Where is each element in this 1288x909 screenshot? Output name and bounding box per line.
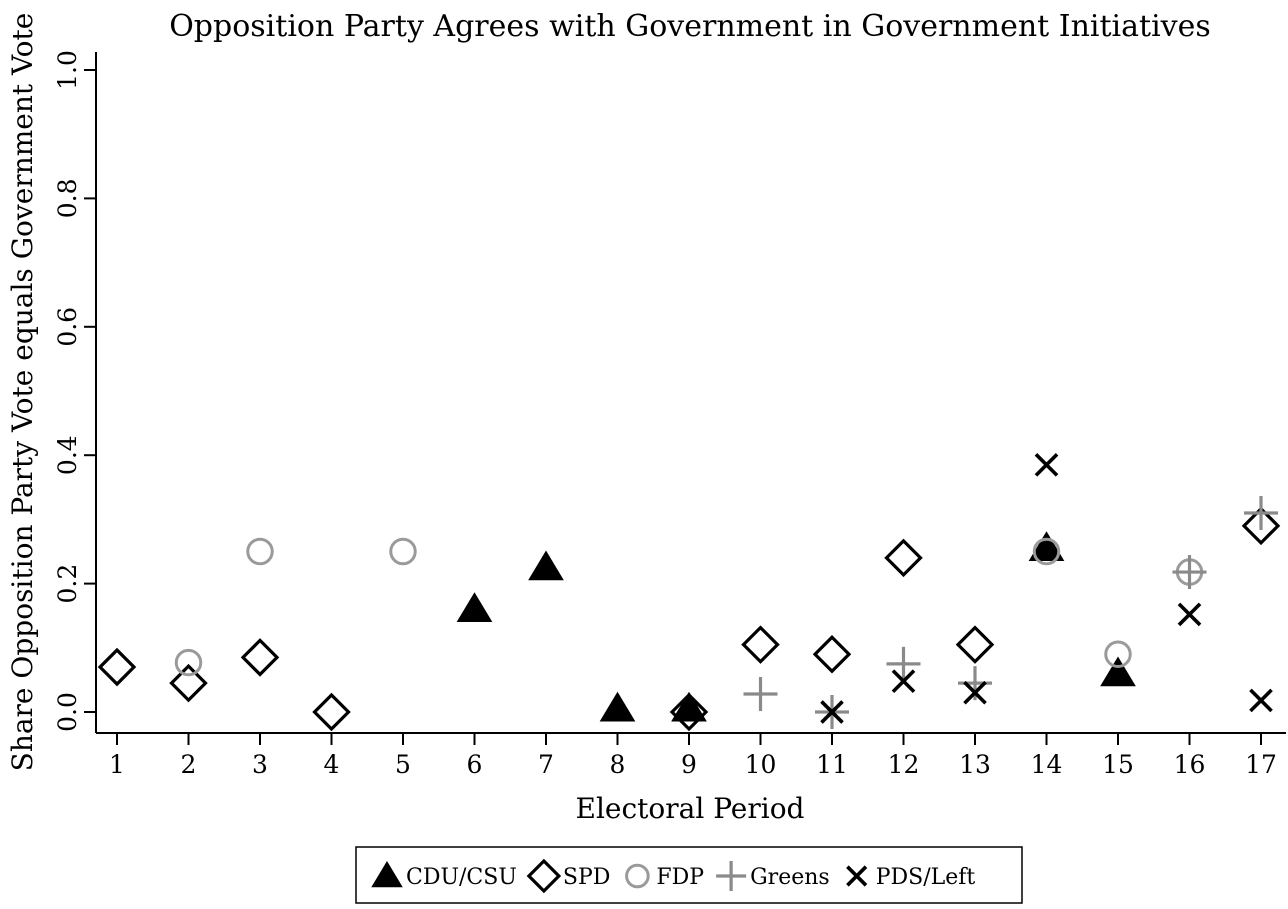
x-tick-label: 2 [181,750,197,779]
x-tick-label: 13 [959,750,991,779]
point-greens [1172,555,1207,590]
point-spd [240,638,280,677]
x-tick-label: 8 [610,750,626,779]
y-axis-label: Share Opposition Party Vote equals Gover… [6,13,39,772]
x-tick-label: 1 [109,750,125,779]
x-tick-label: 10 [745,750,777,779]
point-spd [97,647,137,687]
point-spd [169,663,208,703]
y-tick-label: 0.2 [53,564,82,604]
legend-label-cdu-csu: CDU/CSU [406,865,517,890]
y-tick-label: 0.8 [53,179,82,219]
legend-label-fdp: FDP [656,865,704,890]
point-fdp [389,537,417,566]
legend-label-pds-left: PDS/Left [876,865,976,890]
point-greens [886,646,921,681]
x-tick-label: 5 [395,750,411,779]
point-spd [812,634,852,674]
point-pds-left [1249,688,1273,713]
point-cdu-csu [528,550,564,581]
x-tick-label: 16 [1174,750,1206,779]
point-fdp [246,537,274,566]
point-fdp [174,648,203,677]
point-spd [741,625,780,664]
y-tick-label: 0.0 [53,692,82,732]
legend-label-spd: SPD [563,865,611,890]
point-cdu-csu [599,691,636,722]
x-tick-label: 3 [252,750,268,779]
x-tick-label: 7 [538,750,554,779]
point-spd [1241,506,1281,546]
x-tick-label: 15 [1102,750,1134,779]
point-greens [1244,495,1278,530]
point-cdu-csu [1028,531,1065,562]
point-pds-left [891,669,916,693]
plot-frame [95,52,1286,734]
point-pds-left [1034,453,1059,477]
x-tick-label: 12 [888,750,920,779]
x-tick-label: 6 [467,750,483,779]
point-spd [669,692,709,732]
point-pds-left [820,700,844,724]
x-tick-label: 11 [816,750,848,779]
legend-marker-cdu-csu [371,861,403,888]
legend-marker-greens [716,861,747,891]
legend-items: CDU/CSU SPD FDP Greens PDS/Left [371,858,976,894]
x-tick-label: 9 [681,750,697,779]
x-axis-label: Electoral Period [576,792,805,825]
point-pds-left [1177,602,1202,627]
y-axis-ticks: 0.0 0.2 0.4 0.6 0.8 1.0 [53,50,96,732]
legend: CDU/CSU SPD FDP Greens PDS/Left [355,846,1023,904]
point-pds-left [963,680,987,705]
y-tick-label: 1.0 [53,50,82,90]
x-tick-label: 4 [324,750,340,779]
point-spd [884,538,923,578]
y-tick-label: 0.6 [53,307,82,347]
point-fdp [1032,537,1061,566]
point-fdp [1104,640,1132,668]
data-points [97,453,1281,732]
point-cdu-csu [456,592,493,623]
chart-title: Opposition Party Agrees with Government … [169,9,1211,44]
point-greens [743,677,778,712]
point-cdu-csu [671,691,707,722]
legend-box [355,846,1023,904]
point-spd [955,625,995,664]
x-tick-label: 14 [1031,750,1063,779]
legend-marker-spd [526,858,562,894]
y-tick-label: 0.4 [53,435,82,475]
legend-marker-fdp [625,863,650,889]
point-cdu-csu [1100,656,1136,687]
legend-marker-pds-left [846,865,868,887]
legend-label-greens: Greens [750,865,830,890]
point-spd [312,692,351,732]
x-tick-label: 17 [1245,750,1277,779]
x-axis-ticks: 1 2 3 4 5 6 7 8 9 10 11 12 13 14 15 16 17 [109,733,1277,779]
